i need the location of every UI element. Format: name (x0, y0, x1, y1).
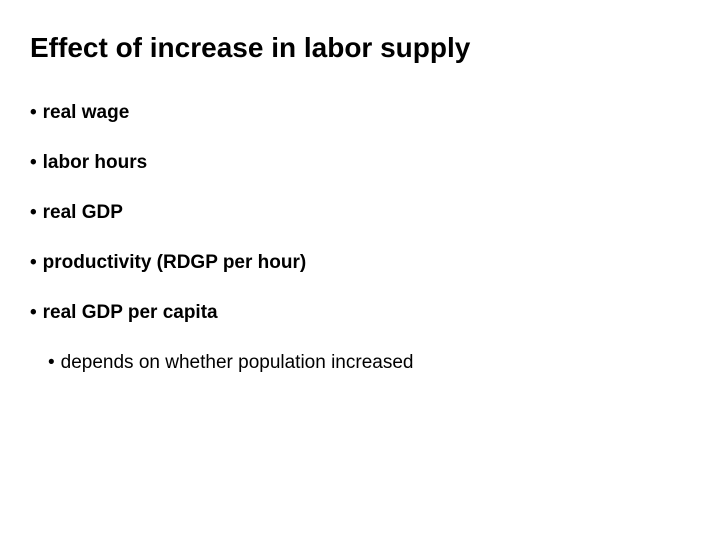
bullet-item: • real wage (30, 102, 690, 124)
bullet-item: • productivity (RDGP per hour) (30, 252, 690, 274)
bullet-text: labor hours (43, 152, 148, 174)
sub-bullet-item: • depends on whether population increase… (48, 352, 690, 374)
bullet-marker: • (30, 102, 37, 124)
bullet-item: • labor hours (30, 152, 690, 174)
bullet-marker: • (48, 352, 55, 374)
bullet-text: real GDP (43, 202, 123, 224)
bullet-list: • real wage • labor hours • real GDP • p… (30, 102, 690, 374)
sub-bullet-text: depends on whether population increased (61, 352, 414, 374)
bullet-marker: • (30, 152, 37, 174)
bullet-marker: • (30, 302, 37, 324)
bullet-text: productivity (RDGP per hour) (43, 252, 307, 274)
bullet-text: real GDP per capita (43, 302, 218, 324)
bullet-text: real wage (43, 102, 130, 124)
bullet-marker: • (30, 202, 37, 224)
bullet-item: • real GDP (30, 202, 690, 224)
slide-title: Effect of increase in labor supply (30, 32, 690, 64)
bullet-marker: • (30, 252, 37, 274)
bullet-item: • real GDP per capita (30, 302, 690, 324)
